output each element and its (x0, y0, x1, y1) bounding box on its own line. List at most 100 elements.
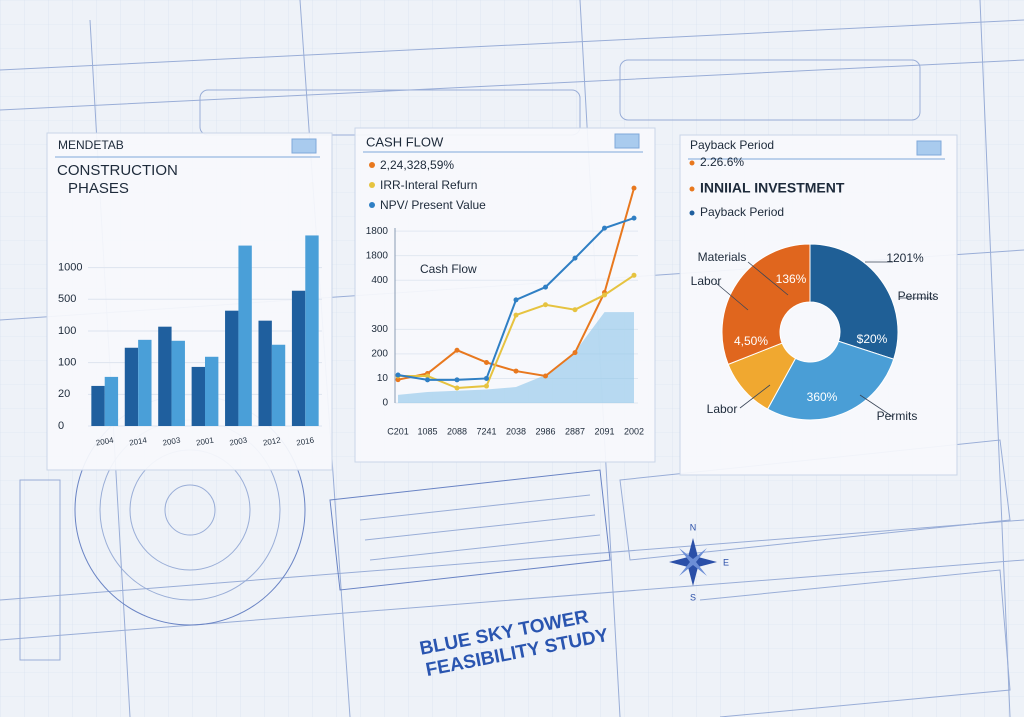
bar (238, 245, 252, 426)
slice-label: 4,50% (734, 334, 768, 348)
pie-slice (809, 243, 899, 360)
bar (191, 366, 205, 426)
y-tick-label: 1800 (366, 226, 389, 237)
leader-line (859, 394, 894, 418)
slice-label: $20% (857, 332, 888, 346)
point (484, 375, 489, 381)
bar (171, 340, 185, 426)
x-tick-label: 2016 (296, 436, 316, 448)
x-tick-label: 2038 (506, 426, 526, 436)
point (395, 372, 401, 378)
point (602, 292, 607, 298)
compass-letter: E (723, 557, 729, 567)
note-marker (689, 186, 695, 192)
lot-outline (699, 569, 1011, 717)
bar (205, 356, 219, 426)
leader-line (747, 261, 789, 296)
x-tick-label: 7241 (476, 426, 496, 436)
y-tick-label: 400 (371, 275, 388, 286)
y-tick-label: 1800 (366, 250, 389, 261)
panel-header: MENDETAB (58, 138, 124, 152)
y-tick-label: 500 (58, 293, 76, 305)
slice-label: Permits (898, 289, 939, 303)
legend-label: NPV/ Present Value (380, 198, 486, 212)
building-outline (19, 479, 61, 661)
x-tick-label: 2091 (594, 426, 614, 436)
point (631, 272, 637, 278)
bar (305, 235, 319, 426)
y-tick-label: 10 (377, 373, 389, 384)
x-tick-label: 2004 (95, 436, 115, 448)
point (631, 215, 637, 221)
slice-label: 136% (776, 272, 807, 286)
rotunda (164, 484, 216, 536)
leader-line (739, 384, 771, 409)
bar (291, 290, 306, 426)
note: Payback Period (700, 205, 784, 219)
point (454, 377, 460, 383)
y-tick-label: 200 (371, 349, 388, 360)
panel: CASH FLOW 2,24,328,59% IRR-Interal Refurn N… (354, 127, 656, 463)
legend-marker (369, 162, 375, 168)
y-tick-label: 0 (58, 420, 64, 432)
x-tick-label: C201 (387, 426, 409, 436)
y-tick-label: 300 (371, 324, 388, 335)
bar (138, 339, 152, 426)
panel: Payback Period 2.26.6% INNIIAL INVESTMENT P… (679, 134, 958, 476)
slice-label: Permits (877, 409, 918, 423)
x-tick-label: 2014 (129, 436, 149, 448)
point (543, 302, 548, 308)
building-outline (619, 59, 921, 121)
compass-letter: N (690, 522, 697, 532)
x-tick-label: 2002 (624, 426, 644, 436)
bar (104, 376, 119, 426)
point (513, 297, 519, 303)
panel-icon (614, 133, 640, 149)
point (572, 350, 578, 356)
bar (91, 385, 105, 426)
x-tick-label: 2003 (229, 436, 249, 448)
point (513, 312, 519, 318)
x-tick-label: 2088 (447, 426, 467, 436)
x-tick-label: 2986 (535, 426, 555, 436)
bar (124, 347, 139, 426)
slice-label: Materials (698, 250, 747, 264)
compass-letter: S (690, 592, 696, 602)
panel-icon (916, 140, 942, 156)
y-tick-label: 100 (58, 325, 76, 337)
point (454, 347, 460, 353)
slice-label: 360% (807, 390, 838, 404)
x-tick-label: 1085 (417, 426, 437, 436)
bar (271, 344, 286, 426)
note: 2.26.6% (700, 155, 744, 169)
note-marker (689, 210, 695, 216)
bar (158, 326, 172, 426)
point (484, 383, 489, 389)
compass: N E S (669, 522, 729, 602)
bar (225, 310, 239, 426)
point (425, 373, 430, 379)
point (572, 255, 578, 261)
point (631, 185, 637, 191)
point (513, 368, 519, 374)
stairs (359, 494, 601, 561)
legend-label: IRR-Interal Refurn (380, 178, 477, 192)
point (543, 373, 548, 379)
legend-marker (369, 202, 375, 208)
pie-slice (766, 340, 895, 421)
legend-marker (369, 182, 375, 188)
leader-line (715, 282, 749, 311)
slice-label: Labor (707, 402, 738, 416)
slice-label: Labor (691, 274, 722, 288)
bar (258, 320, 272, 426)
panel-header: Payback Period (690, 138, 774, 152)
point (454, 385, 460, 391)
plaza-outline (329, 469, 611, 591)
x-tick-label: 2887 (565, 426, 585, 436)
point (543, 284, 548, 290)
legend-label: 2,24,328,59% (380, 158, 454, 172)
slice-label: 1201% (886, 251, 924, 265)
note-marker (689, 160, 695, 166)
